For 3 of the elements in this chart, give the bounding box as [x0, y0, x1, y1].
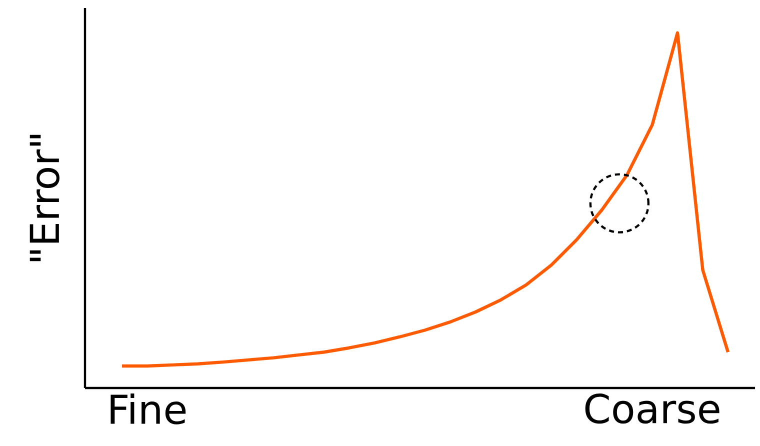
y-axis-title: "Error": [30, 134, 60, 262]
x-tick-label: Coarse: [585, 394, 720, 424]
x-tick-label: Fine: [110, 394, 186, 424]
